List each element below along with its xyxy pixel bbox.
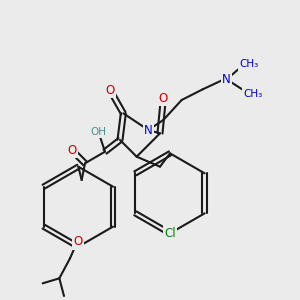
Text: Cl: Cl	[164, 227, 176, 240]
Text: CH₃: CH₃	[240, 59, 259, 69]
Text: O: O	[67, 143, 76, 157]
Text: N: N	[144, 124, 153, 136]
Text: O: O	[74, 235, 83, 248]
Text: O: O	[105, 83, 115, 97]
Text: CH₃: CH₃	[244, 89, 263, 99]
Text: N: N	[222, 73, 231, 86]
Text: OH: OH	[90, 127, 106, 137]
Text: O: O	[159, 92, 168, 105]
